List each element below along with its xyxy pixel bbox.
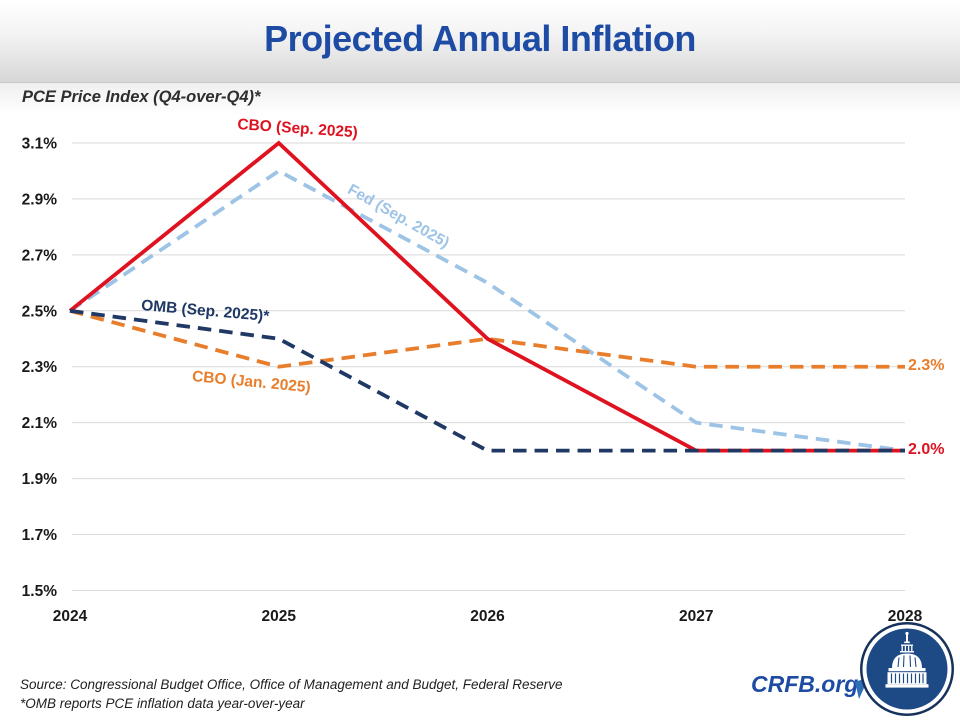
page-title: Projected Annual Inflation [264, 18, 696, 59]
y-axis-tick-label: 2.3% [22, 359, 58, 376]
x-axis-tick-label: 2027 [679, 608, 713, 625]
y-axis-tick-label: 1.7% [22, 527, 58, 544]
x-axis-tick-label: 2026 [470, 608, 505, 625]
y-axis-tick-label: 2.5% [22, 303, 58, 320]
x-axis-tick-label: 2028 [888, 608, 923, 625]
y-axis-tick-label: 1.5% [22, 583, 58, 600]
end-value-label-red: 2.0% [908, 441, 945, 458]
x-axis-tick-label: 2025 [262, 608, 297, 625]
chart-subtitle: PCE Price Index (Q4-over-Q4)* [22, 88, 261, 106]
subtitle-band [0, 83, 960, 115]
x-axis-tick-label: 2024 [53, 608, 88, 625]
header-band [0, 0, 960, 83]
end-value-label-orange: 2.3% [908, 357, 945, 374]
y-axis-tick-label: 1.9% [22, 471, 58, 488]
y-axis-tick-label: 3.1% [22, 135, 58, 152]
capitol-dome-icon [885, 631, 929, 688]
crfb-org-link[interactable]: CRFB.org [751, 671, 859, 697]
y-axis-tick-label: 2.7% [22, 247, 58, 264]
y-axis-tick-label: 2.1% [22, 415, 58, 432]
series-line-omb-sep-2025 [69, 308, 905, 453]
footnote-omb: *OMB reports PCE inflation data year-ove… [20, 696, 305, 711]
source-note: Source: Congressional Budget Office, Off… [20, 677, 563, 692]
crfb-logo [855, 622, 954, 716]
series-line-cbo-sep-2025 [68, 140, 905, 453]
y-axis-tick-label: 2.9% [22, 191, 58, 208]
